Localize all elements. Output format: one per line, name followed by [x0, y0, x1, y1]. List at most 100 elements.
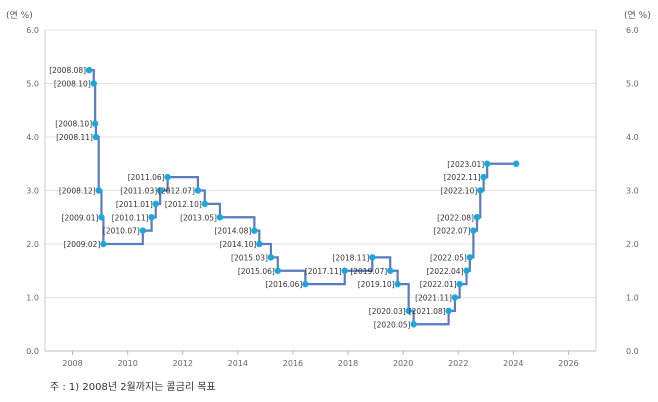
y-tick-label-right: 2.0 [626, 240, 639, 249]
data-label: [2019.07] [350, 267, 387, 276]
x-tick-labels: 2008 2010 2012 2014 2016 2018 2020 2022 2024 2026 [62, 351, 579, 368]
data-point [456, 280, 463, 288]
y-tick-label-right: 6.0 [626, 26, 639, 35]
y-tick-label-right: 4.0 [626, 133, 639, 142]
y-tick-label-right: 1.0 [626, 294, 639, 303]
data-label: [2021.11] [415, 294, 452, 303]
data-point [139, 227, 147, 234]
x-tick-label: 2018 [338, 359, 358, 368]
data-label: [2022.07] [434, 227, 471, 236]
y-tick-label-left: 2.0 [26, 240, 39, 249]
x-tick-label: 2010 [117, 359, 137, 368]
x-tick-label: 2024 [503, 359, 523, 368]
data-label: [2022.05] [430, 253, 467, 262]
data-point [369, 254, 376, 261]
x-tick-label: 2022 [448, 359, 468, 368]
data-label: [2012.10] [165, 200, 202, 209]
y-tick-label-left: 5.0 [26, 80, 39, 89]
data-label: [2022.10] [440, 187, 477, 196]
y-tick-labels: 0.0 0.0 1.0 1.0 2.0 2.0 3.0 3.0 4.0 4.0 5.0 5.0 6.0 6… [26, 26, 638, 356]
y-unit-left: (연 %) [6, 10, 33, 21]
axes [44, 30, 597, 352]
data-label: [2008.12] [59, 187, 96, 196]
data-label: [2013.05] [180, 213, 217, 222]
data-label: [2022.11] [444, 173, 481, 182]
data-point [473, 214, 481, 221]
data-label: [2014.10] [219, 240, 256, 249]
data-point [267, 254, 275, 261]
data-point [470, 227, 477, 234]
y-tick-label-left: 6.0 [26, 26, 39, 35]
data-label: [2012.07] [158, 187, 195, 196]
data-label: [2016.06] [265, 280, 302, 289]
y-tick-label-right: 3.0 [626, 187, 639, 196]
data-label: [2014.08] [215, 227, 252, 236]
data-label: [2017.11] [305, 267, 342, 276]
x-tick-label: 2026 [558, 359, 578, 368]
y-unit-right: (연 %) [624, 10, 651, 21]
data-point [480, 173, 487, 181]
y-tick-label-right: 0.0 [626, 347, 639, 356]
data-label: [2008.08] [49, 66, 86, 75]
data-label: [2009.02] [64, 240, 101, 249]
data-point [477, 187, 484, 194]
data-point [483, 160, 491, 167]
data-point [194, 187, 202, 194]
data-point [256, 240, 263, 248]
data-label: [2009.01] [62, 213, 99, 222]
data-point [341, 267, 348, 274]
data-point [512, 160, 520, 167]
y-tick-label-left: 0.0 [26, 347, 39, 356]
data-point [156, 187, 164, 194]
data-point [463, 267, 470, 274]
data-point [445, 307, 452, 315]
data-label: [2011.03] [120, 187, 157, 196]
data-point [466, 254, 474, 261]
data-point [90, 80, 97, 87]
x-tick-label: 2020 [393, 359, 413, 368]
data-point [451, 294, 459, 301]
series-base-rate [85, 66, 520, 328]
point-labels: [2008.08] [2008.10] [2008.10] [2008.11] [200… [49, 66, 484, 329]
x-tick-label: 2016 [283, 359, 303, 368]
data-label: [2008.10] [54, 80, 91, 89]
data-point [148, 214, 155, 221]
data-point [394, 280, 401, 288]
data-point [91, 120, 99, 127]
data-point [92, 133, 100, 141]
data-label: [2010.11] [112, 213, 149, 222]
data-point [95, 187, 102, 194]
x-tick-label: 2012 [173, 359, 193, 368]
data-label: [2008.11] [56, 133, 93, 142]
data-label: [2010.07] [103, 227, 140, 236]
data-point [152, 200, 159, 208]
x-tick-label: 2008 [62, 359, 82, 368]
x-tick-label: 2014 [228, 359, 248, 368]
data-point [387, 267, 394, 274]
data-point [201, 200, 208, 208]
data-point [85, 66, 93, 74]
y-tick-label-left: 1.0 [26, 294, 39, 303]
data-label: [2018.11] [332, 253, 369, 262]
data-label: [2020.05] [374, 320, 411, 329]
y-tick-label-right: 5.0 [626, 80, 639, 89]
data-label: [2022.04] [427, 267, 464, 276]
data-point [405, 307, 412, 315]
footnote: 주 : 1) 2008년 2월까지는 콜금리 목표 [50, 382, 216, 393]
data-label: [2015.03] [231, 253, 268, 262]
data-point [302, 280, 309, 288]
data-label: [2015.06] [238, 267, 275, 276]
y-tick-label-left: 3.0 [26, 187, 39, 196]
data-label: [2021.08] [409, 307, 446, 316]
y-tick-label-left: 4.0 [26, 133, 39, 142]
data-label: [2008.10] [55, 120, 92, 129]
data-point [216, 214, 224, 221]
data-label: [2023.01] [447, 160, 484, 169]
series-line [89, 69, 517, 326]
data-point [274, 267, 281, 274]
data-label: [2011.06] [128, 173, 165, 182]
data-label: [2020.03] [369, 307, 406, 316]
data-point [100, 240, 107, 248]
data-point [98, 214, 105, 221]
